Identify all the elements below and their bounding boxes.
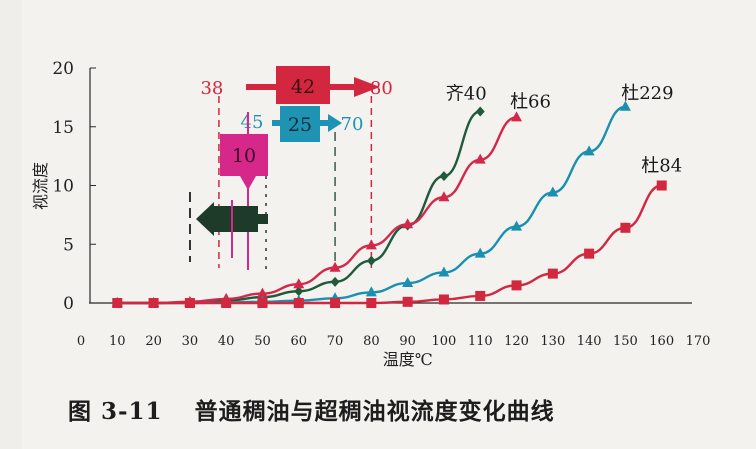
x-tick-label: 130 — [540, 334, 565, 349]
x-tick-label: 50 — [254, 334, 271, 349]
x-tick-label: 160 — [649, 334, 674, 349]
x-tick-label: 10 — [109, 334, 126, 349]
data-point — [256, 287, 268, 298]
data-point — [221, 298, 232, 308]
x-tick-label: 60 — [290, 334, 307, 349]
range-arrow-shaft — [328, 84, 358, 90]
data-point — [584, 248, 595, 259]
data-point — [329, 261, 341, 272]
data-point — [511, 220, 523, 231]
range-start-label: 38 — [200, 78, 223, 99]
data-point — [475, 290, 486, 301]
data-point — [439, 171, 449, 182]
box-left-tail — [256, 214, 268, 224]
range-arrow-head — [354, 77, 380, 97]
data-point — [293, 298, 304, 308]
x-tick-label: 90 — [399, 334, 416, 349]
series-label: 杜66 — [510, 91, 551, 112]
range2-arrow-head — [328, 114, 342, 132]
box-down-label: 10 — [232, 145, 256, 167]
range2-arrow-box — [280, 106, 320, 142]
data-point — [438, 266, 450, 277]
range2-start-label: 45 — [241, 112, 264, 133]
data-point — [148, 298, 159, 308]
series-line — [117, 116, 517, 305]
data-point — [293, 278, 305, 289]
series-label: 齐40 — [446, 83, 487, 104]
x-tick-label: 80 — [363, 334, 380, 349]
figure-title: 普通稠油与超稠油视流度变化曲线 — [194, 398, 555, 425]
x-tick-label: 0 — [77, 334, 85, 349]
data-point — [620, 222, 631, 233]
range-arrow-label: 42 — [291, 76, 315, 98]
range-arrow-tail — [246, 84, 282, 90]
axes: 0 5 10 15 20 0 10 20 30 40 50 60 70 80 90 100 110 120 130 1… — [31, 59, 710, 369]
series-label: 杜84 — [641, 156, 682, 177]
data-point — [365, 286, 377, 297]
y-tick-label: 20 — [52, 59, 74, 79]
x-tick-label: 30 — [182, 334, 199, 349]
data-point — [511, 280, 522, 291]
x-axis-label: 温度℃ — [383, 350, 433, 369]
data-point — [656, 180, 667, 191]
data-point — [330, 298, 341, 308]
figure-number: 图 3-11 — [68, 398, 163, 425]
data-point — [475, 106, 485, 117]
data-point — [402, 296, 413, 307]
y-tick-label: 10 — [52, 177, 74, 197]
data-point — [474, 153, 486, 164]
labels: 齐40 杜66 杜229 杜84 — [446, 83, 682, 177]
x-tick-label: 150 — [613, 334, 638, 349]
range2-arrow-label: 25 — [288, 114, 312, 136]
annotations: 42 38 80 25 45 70 10 — [189, 66, 393, 272]
data-point — [402, 218, 414, 229]
series-label: 杜229 — [621, 83, 673, 104]
data-point — [474, 247, 486, 258]
data-point — [330, 276, 340, 287]
data-point — [438, 294, 449, 305]
x-tick-label: 100 — [432, 334, 457, 349]
range2-arrow-shaft — [318, 120, 330, 126]
data-point — [402, 277, 414, 288]
x-tick-label: 170 — [686, 334, 711, 349]
data-point — [365, 239, 377, 250]
y-tick-label: 5 — [63, 235, 74, 255]
data-point — [547, 186, 559, 197]
x-tick-label: 140 — [577, 334, 602, 349]
data-point — [511, 111, 523, 122]
data-point — [184, 298, 195, 308]
data-point — [257, 298, 268, 308]
data-point — [547, 268, 558, 279]
x-tick-label: 70 — [327, 334, 344, 349]
range2-end-label: 70 — [341, 114, 364, 135]
series-line — [117, 184, 662, 305]
data-point — [583, 145, 595, 156]
data-point — [366, 255, 376, 266]
box-down-head — [240, 176, 256, 190]
data-point — [366, 298, 377, 308]
range2-arrow-tail — [272, 120, 280, 126]
box-down-body — [220, 134, 268, 176]
data-point — [619, 100, 631, 111]
x-tick-label: 110 — [468, 334, 493, 349]
data-point — [294, 286, 304, 297]
series-4 — [112, 180, 667, 308]
x-tick-label: 20 — [145, 334, 162, 349]
box-left-body — [212, 206, 258, 232]
data-point — [438, 191, 450, 202]
series — [111, 100, 667, 308]
box-left-head — [196, 202, 214, 236]
range-arrow-box — [276, 66, 330, 104]
y-axis-label: 视流度 — [31, 162, 50, 210]
data-point — [112, 298, 123, 308]
range-end-label: 80 — [370, 78, 393, 99]
y-tick-label: 0 — [63, 294, 74, 314]
x-tick-label: 120 — [504, 334, 529, 349]
y-tick-label: 15 — [52, 118, 74, 138]
x-tick-label: 40 — [218, 334, 235, 349]
figure-caption: 图 3-11 普通稠油与超稠油视流度变化曲线 — [68, 392, 555, 426]
